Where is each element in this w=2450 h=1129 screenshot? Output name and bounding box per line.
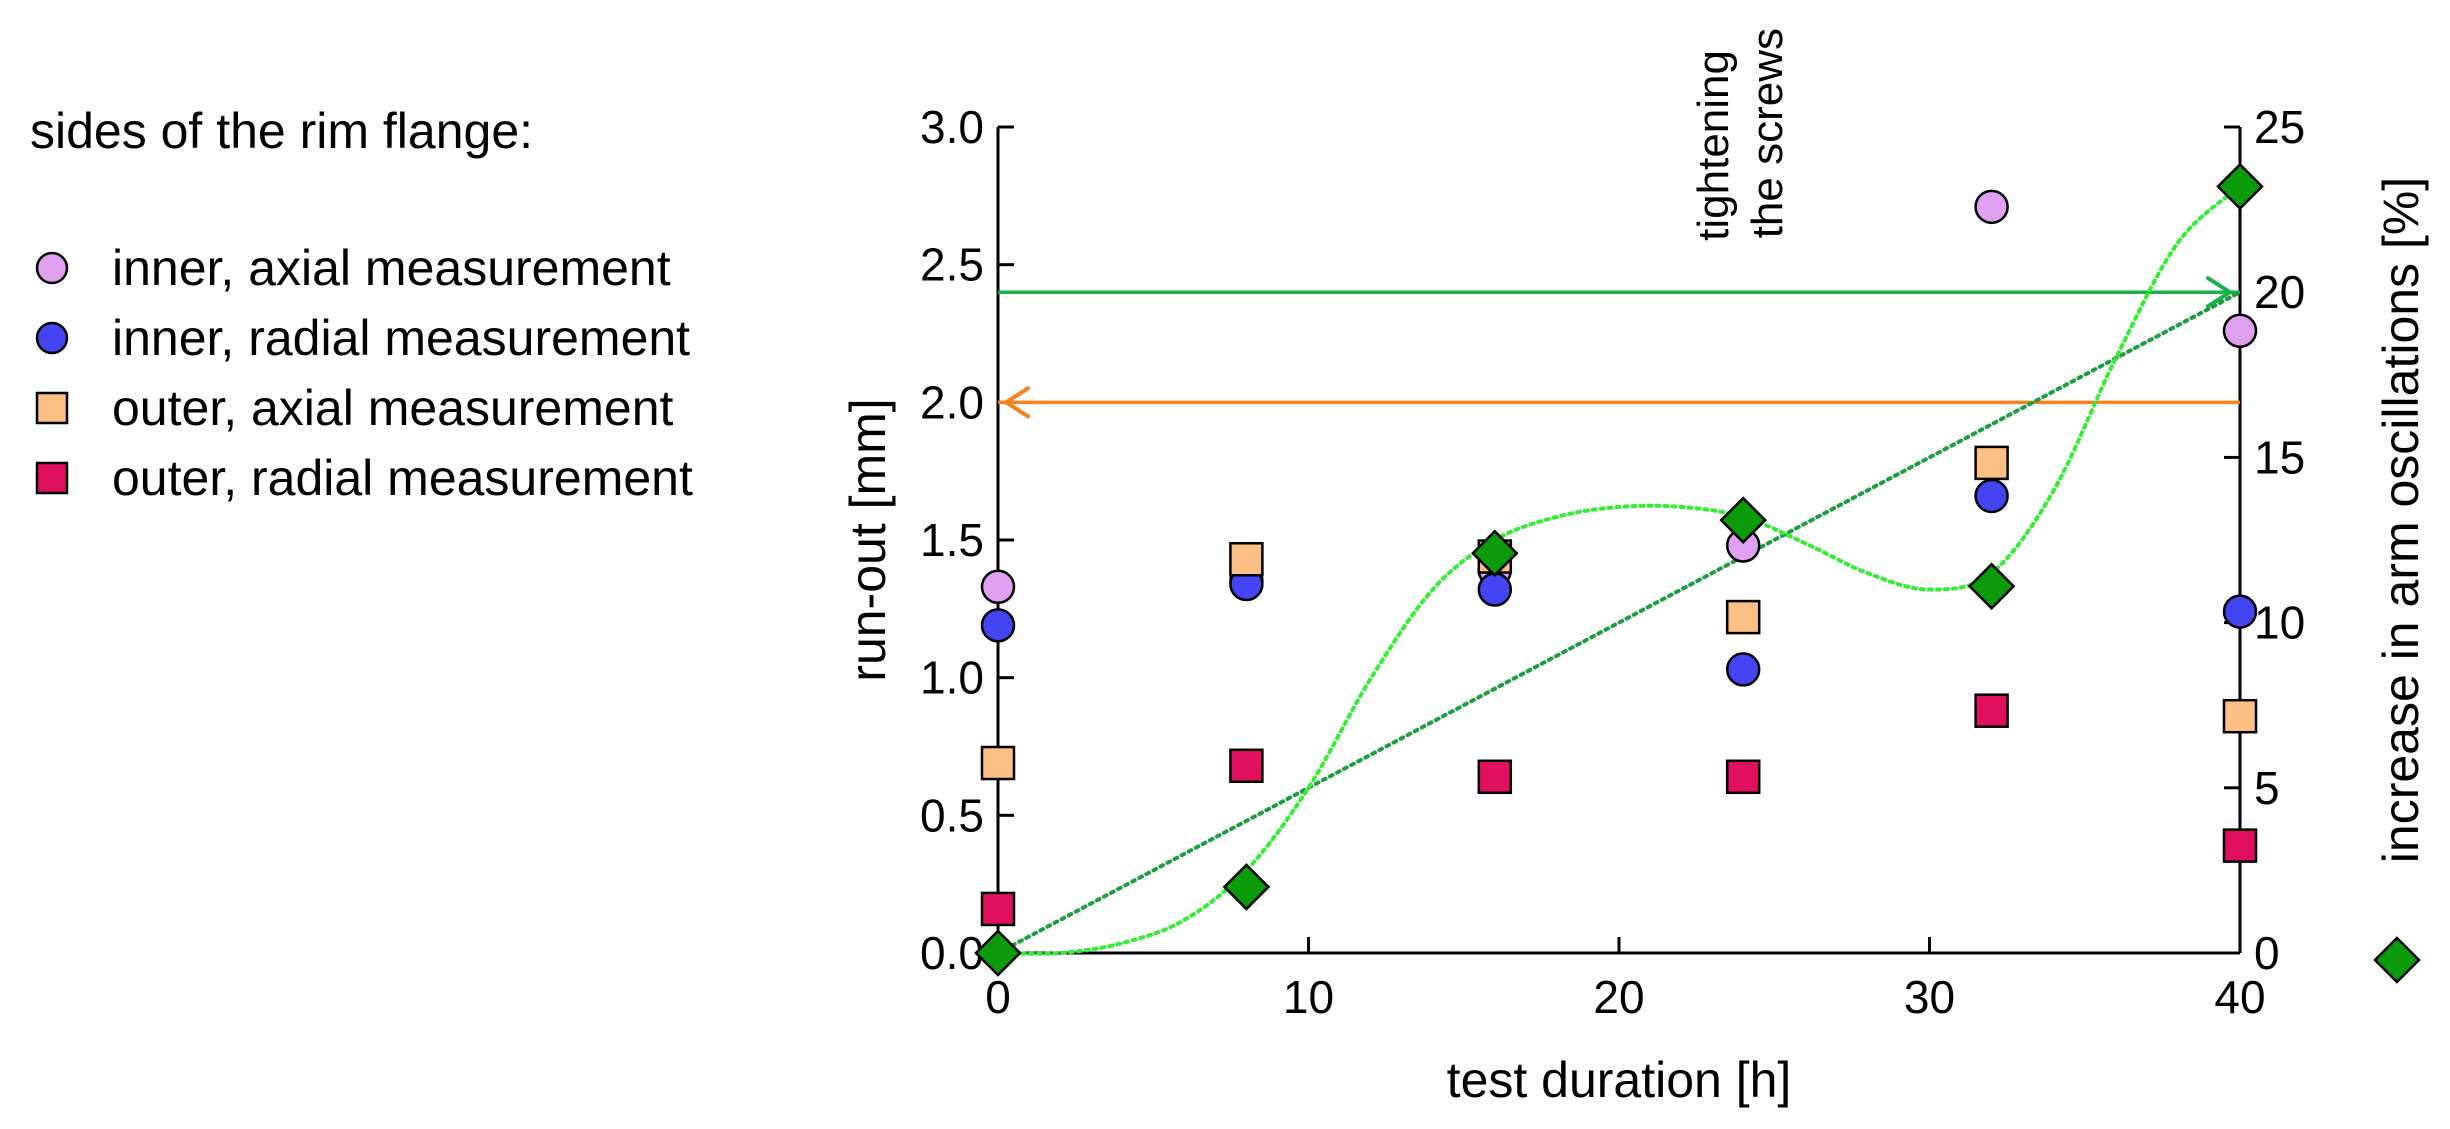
y-tick-label-0.5: 0.5 <box>920 789 984 841</box>
y2-tick-label-15: 15 <box>2254 431 2305 483</box>
point-increase-in-arm-oscillations-40 <box>2216 162 2264 211</box>
point-increase-in-arm-oscillations-8 <box>1222 863 1271 911</box>
point-inner-radial-measurement-32 <box>1974 478 2009 514</box>
point-inner-radial-measurement-24 <box>1725 652 1761 687</box>
annotation-line-1: tightening <box>1689 50 1738 241</box>
axes <box>996 127 2242 955</box>
x-axis-label: test duration [h] <box>1447 1052 1792 1108</box>
legend-label-outer-radial: outer, radial measurement <box>112 450 693 506</box>
point-outer-axial-measurement-40 <box>2222 698 2258 734</box>
legend-marker-inner-radial <box>35 321 69 355</box>
point-inner-radial-measurement-16 <box>1477 572 1513 607</box>
x-ticks: 0 10 20 30 40 <box>985 937 2266 1023</box>
x-tick-label-10: 10 <box>1283 971 1334 1023</box>
y-tick-label-0.0: 0.0 <box>920 927 984 979</box>
point-outer-radial-measurement-0 <box>980 891 1016 927</box>
legend-label-inner-axial: inner, axial measurement <box>112 240 671 296</box>
annotation-line-2: the screws <box>1743 28 1792 238</box>
x-tick-label-30: 30 <box>1904 971 1955 1023</box>
point-inner-axial-measurement-0 <box>980 569 1016 605</box>
legend-marker-inner-axial <box>35 251 69 285</box>
legend: sides of the rim flange: inner, axial me… <box>30 103 693 506</box>
legend-label-outer-axial: outer, axial measurement <box>112 380 674 436</box>
y-tick-label-2.0: 2.0 <box>920 376 984 428</box>
y-tick-label-3.0: 3.0 <box>920 101 984 153</box>
y-tick-label-1.5: 1.5 <box>920 514 984 566</box>
y-axis-label: run-out [mm] <box>840 398 896 681</box>
y-tick-label-2.5: 2.5 <box>920 239 984 291</box>
point-outer-axial-measurement-8 <box>1229 542 1264 577</box>
point-inner-radial-measurement-0 <box>980 608 1016 643</box>
y-ticks: 0.0 0.5 1.0 1.5 2.0 2.5 3.0 <box>920 101 1014 979</box>
legend-title: sides of the rim flange: <box>30 103 533 159</box>
point-increase-in-arm-oscillations-16 <box>1471 529 1519 577</box>
polynomial-trend-curve <box>996 184 2242 956</box>
reference-arrow-head-1 <box>1004 386 1030 419</box>
point-inner-radial-measurement-40 <box>2222 594 2258 629</box>
legend-item-inner-axial: inner, axial measurement <box>35 240 671 296</box>
point-inner-axial-measurement-32 <box>1974 189 2009 225</box>
legend-item-inner-radial: inner, radial measurement <box>35 310 690 366</box>
data-points <box>974 162 2264 977</box>
point-outer-radial-measurement-32 <box>1974 693 2009 728</box>
y2-tick-label-0: 0 <box>2254 927 2280 979</box>
legend-marker-outer-radial <box>35 461 69 495</box>
y2-axis-label: increase in arm oscillations [%] <box>2373 177 2429 863</box>
y2-tick-label-10: 10 <box>2254 597 2305 649</box>
legend-marker-outer-axial <box>35 391 69 425</box>
x-tick-label-40: 40 <box>2214 971 2265 1023</box>
y2-tick-label-25: 25 <box>2254 101 2305 153</box>
legend-label-inner-radial: inner, radial measurement <box>112 310 690 366</box>
point-outer-radial-measurement-24 <box>1725 759 1761 795</box>
point-outer-radial-measurement-40 <box>2222 828 2258 863</box>
y2-tick-label-5: 5 <box>2254 762 2280 814</box>
point-inner-axial-measurement-40 <box>2222 313 2258 348</box>
x-tick-label-0: 0 <box>985 971 1011 1023</box>
legend-item-outer-axial: outer, axial measurement <box>35 380 674 436</box>
point-increase-in-arm-oscillations-24 <box>1719 496 1767 544</box>
point-outer-radial-measurement-8 <box>1229 748 1264 784</box>
oscillation-legend-marker <box>2373 936 2421 984</box>
legend-item-outer-radial: outer, radial measurement <box>35 450 693 506</box>
y2-tick-label-20: 20 <box>2254 266 2305 318</box>
point-increase-in-arm-oscillations-0 <box>974 929 1022 977</box>
point-outer-axial-measurement-0 <box>980 745 1016 781</box>
oscillation-key <box>2373 936 2421 984</box>
x-tick-label-20: 20 <box>1593 971 1644 1023</box>
trend-lines <box>996 184 2242 956</box>
linear-trend-line <box>996 290 2242 955</box>
reference-arrow-head-0 <box>2206 276 2232 309</box>
point-outer-axial-measurement-32 <box>1974 445 2009 481</box>
point-outer-axial-measurement-24 <box>1725 599 1761 635</box>
y-tick-label-1.0: 1.0 <box>920 652 984 704</box>
point-increase-in-arm-oscillations-32 <box>1967 562 2016 611</box>
reference-arrows <box>998 276 2240 419</box>
point-outer-radial-measurement-16 <box>1477 759 1513 795</box>
y2-ticks: 0 5 10 15 20 25 <box>2224 101 2305 979</box>
